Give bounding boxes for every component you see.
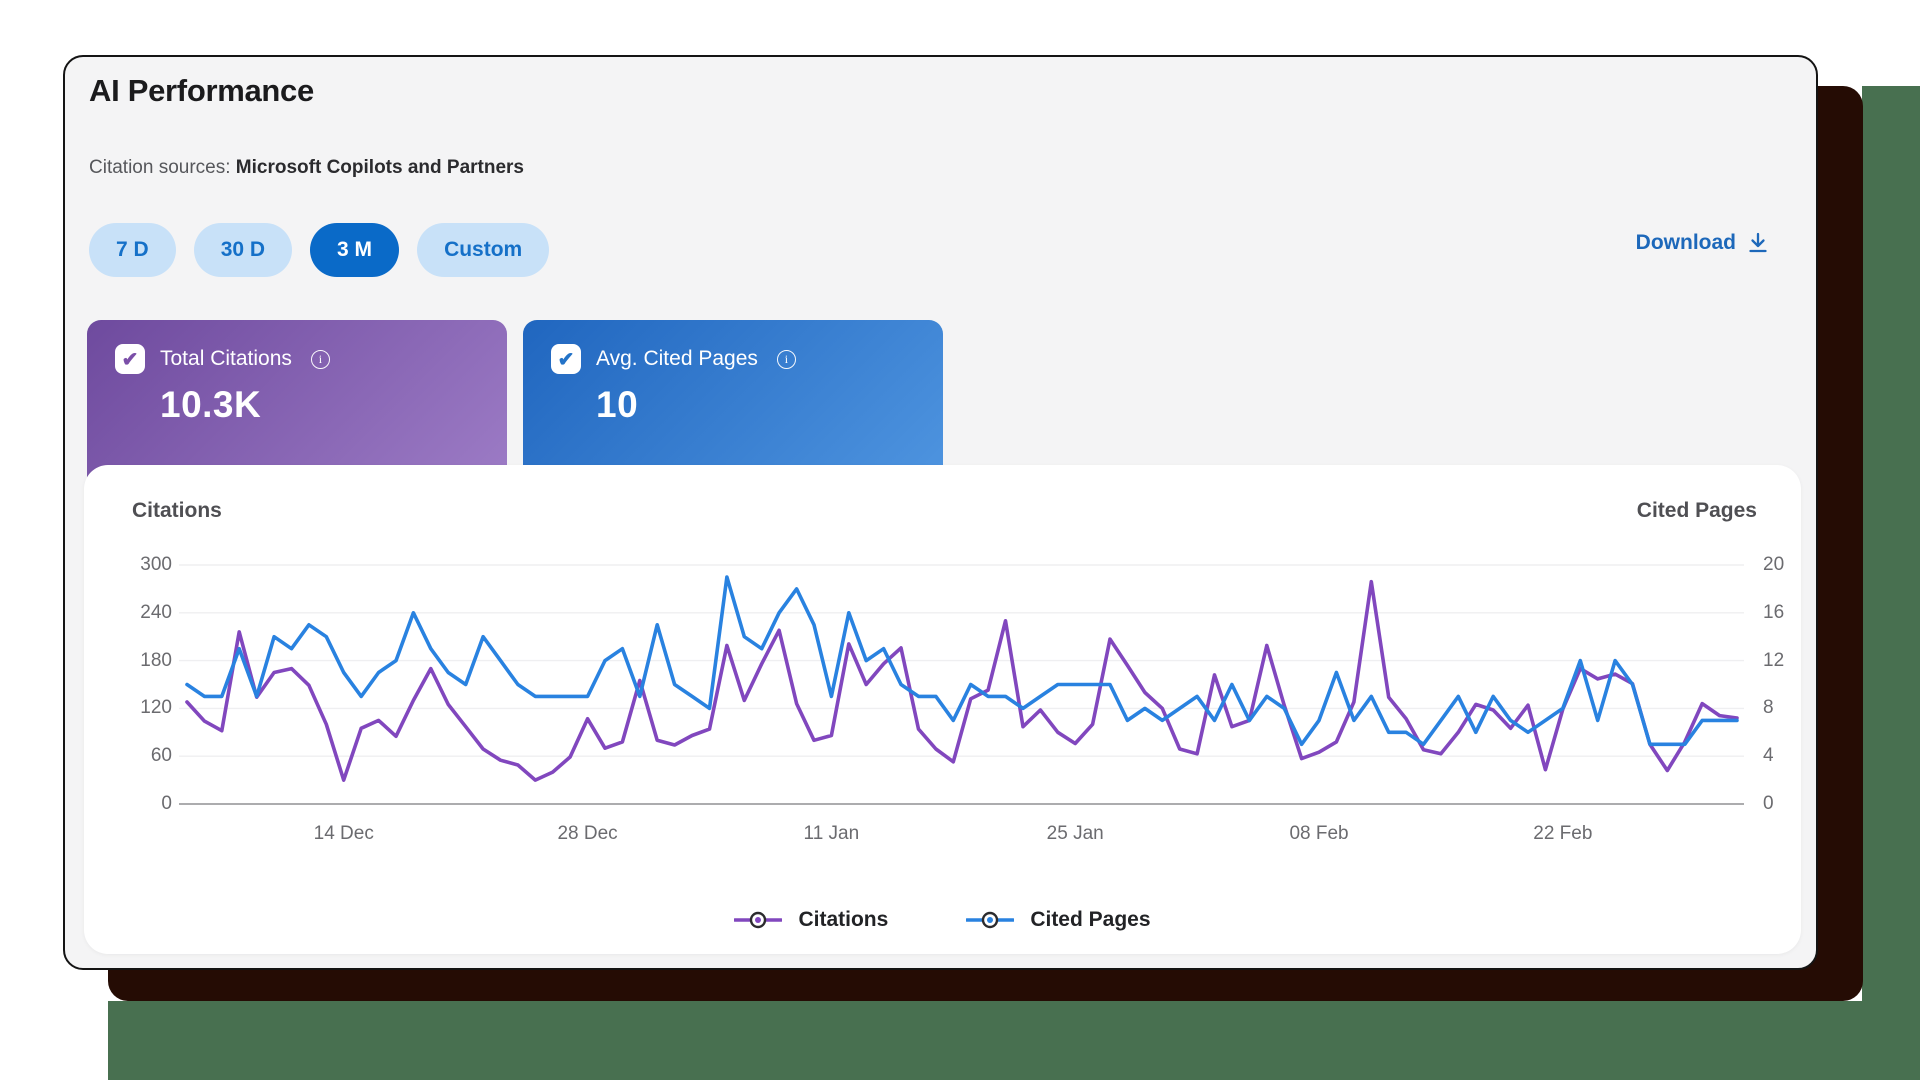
right-axis-title: Cited Pages bbox=[1636, 499, 1757, 522]
download-arrow-icon bbox=[1746, 231, 1770, 255]
time-range-7d-button[interactable]: 7 D bbox=[89, 223, 176, 277]
left-axis-tick: 60 bbox=[150, 745, 172, 767]
total-citations-value: 10.3K bbox=[160, 384, 262, 425]
avg-cited-pages-checkbox[interactable]: ✔ bbox=[551, 344, 581, 374]
chart-legend: Citations Cited Pages bbox=[84, 908, 1801, 932]
info-icon[interactable]: i bbox=[776, 349, 796, 369]
citation-sources-value: Microsoft Copilots and Partners bbox=[235, 157, 524, 178]
left-axis-title: Citations bbox=[132, 499, 222, 522]
chart-panel: Citations Cited Pages 300 240 180 120 60 0 20 1… bbox=[84, 465, 1801, 954]
legend-label: Citations bbox=[798, 908, 889, 931]
x-axis-tick: 25 Jan bbox=[1046, 823, 1104, 844]
dual-axis-line-chart bbox=[179, 564, 1744, 805]
citation-sources-label: Citation sources: bbox=[89, 157, 231, 178]
cited-pages-line-marker-icon bbox=[966, 911, 1015, 929]
time-range-3m-button[interactable]: 3 M bbox=[310, 223, 400, 277]
right-axis-tick: 8 bbox=[1763, 697, 1774, 719]
x-axis-tick: 22 Feb bbox=[1533, 823, 1593, 844]
metric-label: Total Citations bbox=[160, 347, 292, 370]
left-axis-tick: 240 bbox=[140, 601, 172, 623]
right-axis-tick: 0 bbox=[1763, 793, 1774, 814]
total-citations-checkbox[interactable]: ✔ bbox=[115, 344, 145, 374]
download-label: Download bbox=[1635, 231, 1736, 254]
info-icon[interactable]: i bbox=[310, 349, 330, 369]
background-green-bottom bbox=[108, 1001, 1920, 1080]
metric-label: Avg. Cited Pages bbox=[596, 347, 758, 370]
left-axis-tick: 120 bbox=[140, 697, 172, 719]
toolbar: 7 D 30 D 3 M Custom Download bbox=[89, 223, 1792, 277]
x-axis-tick: 11 Jan bbox=[803, 823, 860, 844]
left-axis-tick: 300 bbox=[140, 554, 172, 575]
right-axis-tick: 20 bbox=[1763, 554, 1785, 575]
download-button[interactable]: Download bbox=[1636, 231, 1770, 255]
avg-cited-pages-value: 10 bbox=[596, 384, 639, 425]
left-axis-tick: 0 bbox=[161, 793, 172, 814]
metric-card-header: ✔ Total Citations i bbox=[115, 344, 507, 374]
right-axis-tick: 16 bbox=[1763, 601, 1785, 623]
total-citations-card[interactable]: ✔ Total Citations i 10.3K bbox=[87, 320, 507, 490]
left-axis-tick: 180 bbox=[140, 649, 172, 671]
right-axis-tick: 4 bbox=[1763, 745, 1774, 767]
x-axis-tick: 14 Dec bbox=[313, 823, 374, 844]
x-axis-tick: 08 Feb bbox=[1289, 823, 1349, 844]
x-axis-tick: 28 Dec bbox=[557, 823, 618, 844]
time-range-pills: 7 D 30 D 3 M Custom bbox=[89, 223, 1792, 277]
legend-item-cited-pages[interactable]: Cited Pages bbox=[966, 908, 1151, 932]
legend-label: Cited Pages bbox=[1030, 908, 1151, 931]
metric-cards-row: ✔ Total Citations i 10.3K ✔ Avg. Cited P… bbox=[87, 320, 943, 490]
time-range-custom-button[interactable]: Custom bbox=[417, 223, 550, 277]
legend-item-citations[interactable]: Citations bbox=[734, 908, 888, 932]
metric-card-header: ✔ Avg. Cited Pages i bbox=[551, 344, 943, 374]
time-range-30d-button[interactable]: 30 D bbox=[193, 223, 293, 277]
background-green-right bbox=[1862, 86, 1920, 1080]
right-axis-tick: 12 bbox=[1763, 649, 1785, 671]
avg-cited-pages-card[interactable]: ✔ Avg. Cited Pages i 10 bbox=[523, 320, 943, 490]
page-title: AI Performance bbox=[89, 73, 314, 108]
citations-line-marker-icon bbox=[734, 911, 783, 929]
ai-performance-card: AI Performance Citation sources: Microso… bbox=[63, 55, 1818, 970]
citation-sources: Citation sources: Microsoft Copilots and… bbox=[89, 157, 524, 179]
